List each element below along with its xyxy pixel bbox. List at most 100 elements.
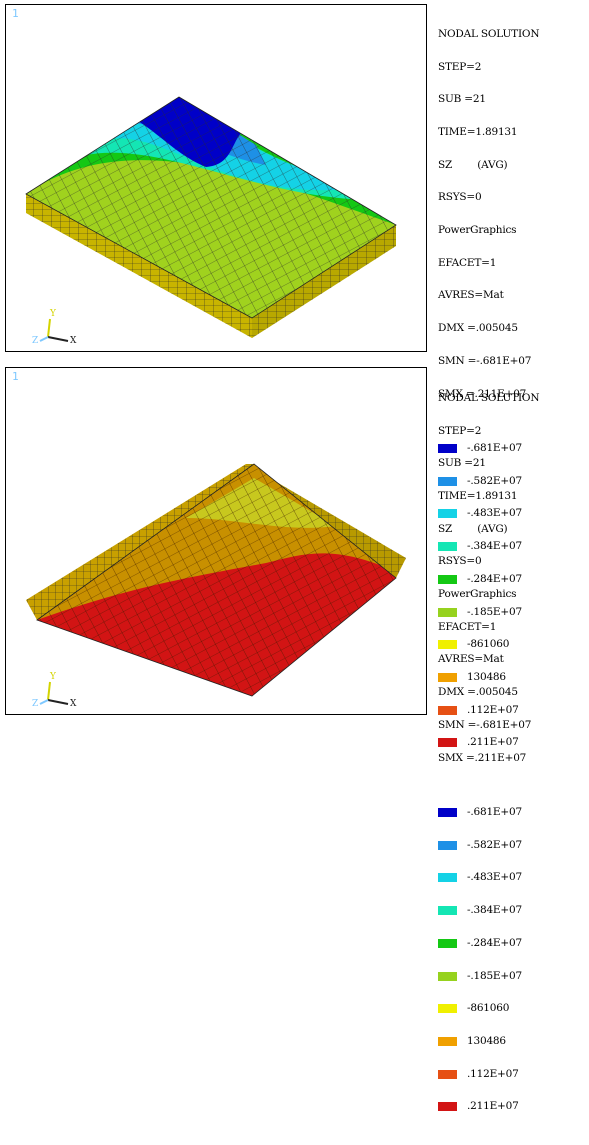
legend-swatch [438, 1036, 457, 1046]
legend-swatch [438, 873, 457, 883]
legend-label: .112E+07 [467, 1067, 519, 1080]
info-title: NODAL SOLUTION [438, 27, 540, 40]
info-sub: SUB =21 [438, 93, 486, 106]
info-avres: AVRES=Mat [438, 653, 504, 666]
legend-label: -861060 [467, 1002, 510, 1015]
legend-row: -.185E+07 [438, 969, 588, 982]
info-smx: SMX =.211E+07 [438, 751, 527, 764]
legend-swatch [438, 971, 457, 981]
axis-triad: Y X Z [32, 672, 77, 708]
legend-row: .112E+07 [438, 1067, 588, 1080]
legend-row: -861060 [438, 639, 588, 650]
legend-label: -.681E+07 [467, 806, 522, 819]
legend-swatch [438, 542, 457, 552]
legend-row: -.185E+07 [438, 605, 588, 618]
legend-row: -.384E+07 [438, 905, 588, 916]
legend-row: 130486 [438, 672, 588, 683]
legend-swatch [438, 1004, 457, 1014]
axis-z-label: Z [32, 699, 38, 708]
info-smx: SMX =.211E+07 [438, 387, 527, 400]
legend-label: -.384E+07 [467, 540, 522, 553]
legend-label: -861060 [467, 638, 510, 651]
legend-swatch [438, 808, 457, 817]
legend-swatch [438, 906, 457, 916]
axis-z-label: Z [32, 336, 38, 345]
info-time: TIME=1.89131 [438, 489, 518, 502]
info-sz: SZ (AVG) [438, 522, 508, 535]
legend-label: 130486 [467, 670, 506, 683]
info-rsys: RSYS=0 [438, 555, 482, 568]
info-step: STEP=2 [438, 424, 482, 437]
graphics-window-bottom[interactable]: 1 Y X Z [5, 367, 427, 715]
axis-x-label: X [70, 699, 77, 708]
legend-label: -.384E+07 [467, 904, 522, 917]
legend-label: 130486 [467, 1034, 506, 1047]
legend-swatch [438, 476, 457, 486]
legend-row: -.582E+07 [438, 474, 588, 487]
legend-panel-top: NODAL SOLUTION STEP=2 SUB =21 TIME=1.891… [438, 7, 588, 781]
info-smn: SMN =-.681E+07 [438, 354, 532, 367]
legend-label: -.284E+07 [467, 936, 522, 949]
legend-panel-bottom: NODAL SOLUTION STEP=2 SUB =21 TIME=1.891… [438, 371, 588, 1145]
info-dmx: DMX =.005045 [438, 322, 518, 335]
legend-row: -.681E+07 [438, 443, 588, 454]
legend-swatch [438, 840, 457, 850]
legend-label: -.185E+07 [467, 605, 522, 618]
contour-legend: -.681E+07 -.582E+07 -.483E+07 -.384E+07 … [438, 785, 588, 1134]
legend-label: -.284E+07 [467, 572, 522, 585]
info-dmx: DMX =.005045 [438, 686, 518, 699]
legend-row: -.483E+07 [438, 872, 588, 883]
info-sub: SUB =21 [438, 457, 486, 470]
legend-row: -.284E+07 [438, 572, 588, 585]
info-efacet: EFACET=1 [438, 256, 497, 269]
legend-label: -.483E+07 [467, 507, 522, 520]
legend-swatch [438, 574, 457, 584]
legend-row: 130486 [438, 1036, 588, 1047]
axis-y-label: Y [49, 309, 57, 319]
legend-swatch [438, 607, 457, 617]
legend-label: -.185E+07 [467, 969, 522, 982]
legend-row: -.284E+07 [438, 936, 588, 949]
info-time: TIME=1.89131 [438, 125, 518, 138]
legend-label: -.483E+07 [467, 871, 522, 884]
axis-triad: Y X Z [32, 309, 77, 345]
legend-swatch [438, 509, 457, 519]
legend-swatch [438, 672, 457, 682]
legend-swatch [438, 1069, 457, 1079]
legend-swatch [438, 444, 457, 453]
legend-row: -861060 [438, 1003, 588, 1014]
info-graphics: PowerGraphics [438, 588, 517, 601]
axis-x-label: X [70, 336, 77, 345]
plate-bottom-mesh [37, 464, 396, 696]
info-sz: SZ (AVG) [438, 158, 508, 171]
info-rsys: RSYS=0 [438, 191, 482, 204]
contour-legend: -.681E+07 -.582E+07 -.483E+07 -.384E+07 … [438, 421, 588, 770]
plate-model-contour [26, 463, 406, 697]
legend-label: -.681E+07 [467, 442, 522, 455]
info-step: STEP=2 [438, 60, 482, 73]
legend-row: .211E+07 [438, 1101, 588, 1112]
info-efacet: EFACET=1 [438, 620, 497, 633]
legend-swatch [438, 640, 457, 650]
legend-swatch [438, 1102, 457, 1112]
legend-label: .211E+07 [467, 1100, 519, 1113]
legend-row: .112E+07 [438, 703, 588, 716]
legend-label: -.582E+07 [467, 474, 522, 487]
window-number: 1 [12, 7, 19, 20]
info-graphics: PowerGraphics [438, 224, 517, 237]
legend-swatch [438, 938, 457, 948]
legend-label: -.582E+07 [467, 838, 522, 851]
plate-top-mesh [26, 97, 396, 318]
graphics-window-top[interactable]: 1 Y X Z [5, 4, 427, 352]
legend-swatch [438, 705, 457, 715]
legend-row: -.582E+07 [438, 838, 588, 851]
legend-row: -.681E+07 [438, 807, 588, 818]
axis-y-label: Y [49, 672, 57, 682]
legend-row: -.384E+07 [438, 541, 588, 552]
info-smn: SMN =-.681E+07 [438, 718, 532, 731]
info-avres: AVRES=Mat [438, 289, 504, 302]
legend-row: -.483E+07 [438, 508, 588, 519]
plate-model-contour [25, 96, 397, 338]
window-number: 1 [12, 370, 19, 383]
legend-label: .112E+07 [467, 703, 519, 716]
